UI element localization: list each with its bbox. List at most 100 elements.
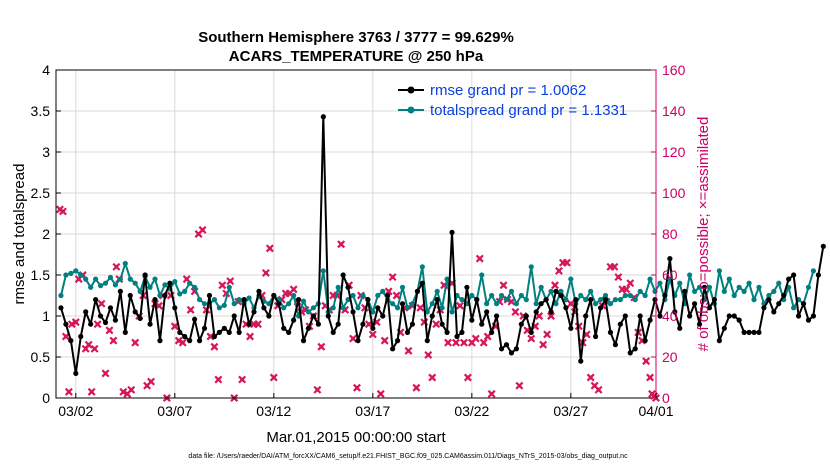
right-tick-label: 40 [662, 308, 678, 324]
obs-point [459, 338, 468, 347]
obs-point [261, 268, 270, 277]
obs-point [313, 385, 322, 394]
obs-point [380, 336, 389, 345]
rmse-point [424, 338, 430, 344]
spread-point [300, 298, 307, 304]
right-tick-label: 160 [662, 62, 686, 78]
rmse-point [172, 305, 178, 311]
spread-point [187, 280, 193, 286]
rmse-point [246, 321, 252, 327]
obs-point [90, 344, 99, 353]
spread-point [627, 292, 633, 299]
spread-point [523, 297, 529, 303]
obs-point [218, 281, 227, 290]
rmse-point [672, 309, 678, 315]
spread-point [404, 305, 411, 311]
y-tick-label: 4 [42, 62, 50, 78]
rmse-point [88, 321, 94, 327]
rmse-point [147, 321, 153, 327]
rmse-point [474, 297, 480, 303]
rmse-point [736, 317, 742, 323]
spread-point [340, 305, 346, 311]
spread-point [97, 283, 104, 289]
rmse-point [434, 297, 440, 303]
spread-point [508, 288, 515, 294]
rmse-point [642, 338, 648, 344]
rmse-point [612, 342, 619, 348]
spread-point [157, 292, 163, 299]
spread-point [266, 301, 272, 307]
spread-point [68, 270, 74, 276]
spread-point [498, 292, 505, 299]
rmse-point [291, 317, 297, 323]
rmse-point [429, 313, 435, 319]
rmse-point [182, 333, 188, 340]
rmse-point [662, 292, 668, 299]
legend-spread-label: totalspread grand pr = 1.1331 [430, 102, 627, 119]
obs-point [238, 375, 247, 384]
rmse-point [800, 301, 807, 307]
spread-point [419, 264, 425, 270]
spread-point [746, 280, 752, 286]
spread-point [152, 276, 158, 282]
spread-point [696, 284, 703, 290]
spread-point [137, 288, 143, 294]
rmse-point [305, 325, 312, 331]
spread-point [246, 295, 252, 301]
rmse-point [652, 297, 658, 303]
obs-point [97, 299, 106, 308]
chart-title: Southern Hemisphere 3763 / 3777 = 99.629… [198, 29, 514, 46]
rmse-point [211, 333, 218, 340]
spread-point [518, 292, 524, 299]
obs-point [471, 334, 480, 343]
spread-point [622, 292, 628, 299]
rmse-point [93, 297, 99, 303]
rmse-point [167, 280, 173, 286]
spread-point [657, 280, 663, 286]
obs-point [646, 373, 655, 382]
rmse-point [657, 313, 663, 319]
rmse-point [711, 297, 718, 303]
spread-point [162, 282, 168, 288]
rmse-point [771, 309, 777, 315]
rmse-point [355, 338, 361, 344]
rmse-point [320, 114, 326, 120]
rmse-point [464, 284, 470, 290]
rmse-point [201, 325, 208, 331]
spread-point [652, 288, 658, 294]
rmse-point [107, 305, 114, 311]
rmse-point [390, 346, 396, 352]
obs-point [416, 303, 425, 312]
spread-point [63, 272, 69, 278]
rmse-point [325, 313, 331, 319]
obs-point [178, 338, 187, 347]
spread-point [132, 280, 138, 286]
x-tick-label: 03/07 [157, 403, 192, 419]
spread-point [286, 301, 292, 307]
obs-point [424, 350, 433, 359]
obs-point [554, 266, 563, 275]
y-tick-label: 1.5 [31, 267, 51, 283]
obs-point [432, 320, 441, 329]
x-axis-label: Mar.01,2015 00:00:00 start [266, 429, 446, 446]
rmse-point [568, 325, 574, 331]
y-tick-label: 2.5 [31, 185, 51, 201]
spread-point [335, 284, 341, 290]
spread-point [479, 272, 485, 278]
obs-point [547, 312, 556, 320]
rmse-point [221, 325, 227, 331]
spread-point [484, 301, 490, 307]
rmse-point [315, 321, 321, 327]
rmse-point [216, 329, 222, 335]
obs-point [254, 320, 262, 329]
legend-rmse-label: rmse grand pr = 1.0062 [430, 82, 586, 99]
rmse-point [127, 292, 133, 299]
spread-point [424, 309, 430, 315]
spread-point [196, 297, 203, 303]
rmse-point [58, 305, 64, 311]
obs-point [511, 307, 520, 316]
rmse-point [622, 313, 628, 319]
y-tick-label: 3 [42, 144, 50, 160]
rmse-point [276, 301, 282, 307]
